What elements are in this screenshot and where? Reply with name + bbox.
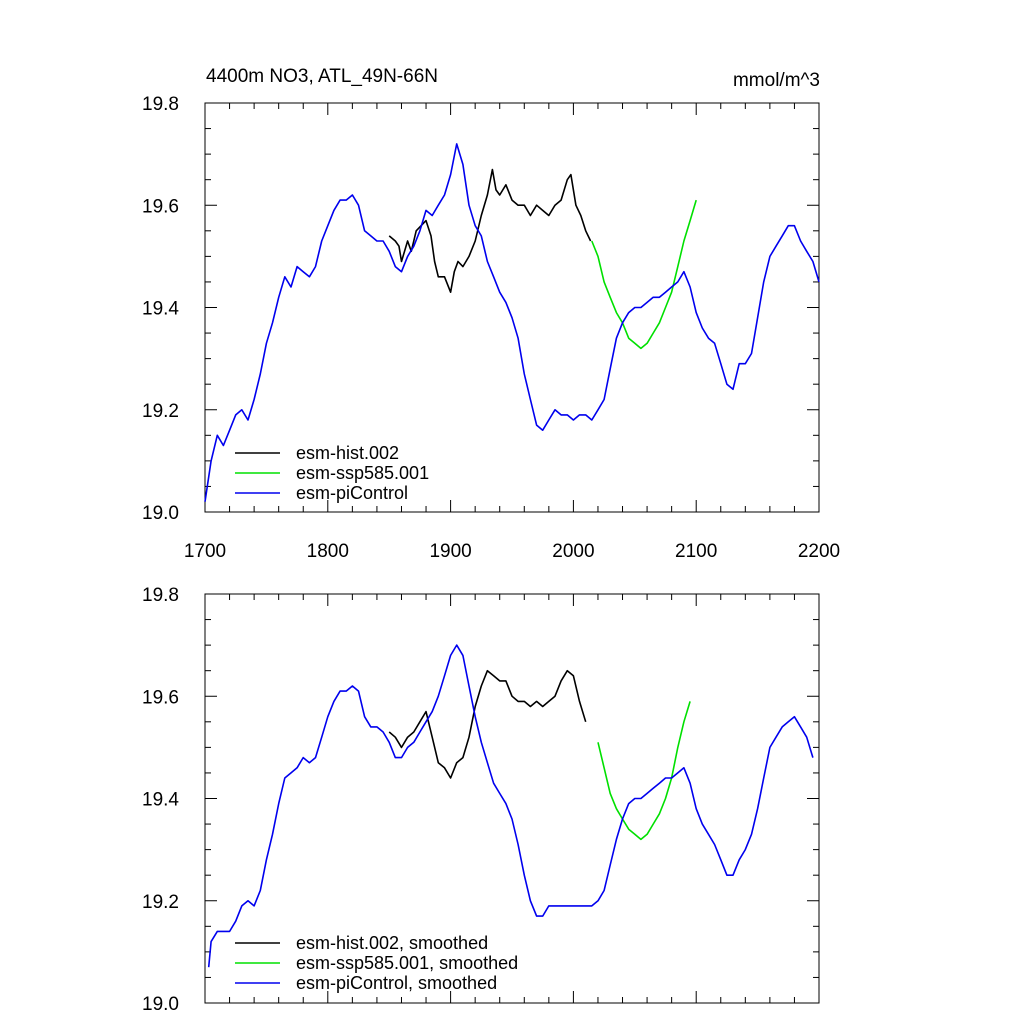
series-line (204, 143, 820, 502)
x-tick-label: 1800 (307, 541, 349, 562)
y-tick-label: 19.2 (142, 892, 179, 913)
x-tick-label: 2000 (552, 541, 594, 562)
y-tick-label: 19.6 (142, 687, 179, 708)
y-tick-label: 19.2 (142, 401, 179, 422)
y-tick-label: 19.4 (142, 299, 179, 320)
chart-units: mmol/m^3 (732, 70, 820, 91)
series-line (207, 644, 814, 968)
legend-label: esm-ssp585.001, smoothed (296, 953, 518, 973)
series-line (388, 669, 587, 779)
y-tick-label: 19.8 (142, 94, 179, 115)
legend-label: esm-hist.002, smoothed (296, 933, 488, 953)
x-tick-label: 1700 (184, 541, 226, 562)
legend-label: esm-piControl, smoothed (296, 973, 497, 993)
x-tick-label: 2200 (798, 541, 840, 562)
legend-label: esm-hist.002 (296, 443, 399, 463)
y-tick-label: 19.6 (142, 196, 179, 217)
series-line (591, 199, 697, 350)
chart-title: 4400m NO3, ATL_49N-66N (206, 66, 438, 87)
series-line (597, 701, 691, 841)
legend-label: esm-ssp585.001 (296, 463, 429, 483)
series-line (388, 168, 592, 293)
y-tick-label: 19.0 (142, 994, 179, 1015)
legend-label: esm-piControl (296, 483, 408, 503)
y-tick-label: 19.8 (142, 585, 179, 606)
y-tick-label: 19.0 (142, 503, 179, 524)
top-panel: 19.0 19.2 19.4 19.6 19.8 1700 1800 1900 2000 2100… (142, 94, 840, 562)
x-tick-label: 1900 (429, 541, 471, 562)
bottom-panel: 19.0 19.2 19.4 19.6 19.8 esm-hist.002, smooth… (142, 585, 820, 1015)
x-tick-label: 2100 (675, 541, 717, 562)
y-tick-label: 19.4 (142, 790, 179, 811)
